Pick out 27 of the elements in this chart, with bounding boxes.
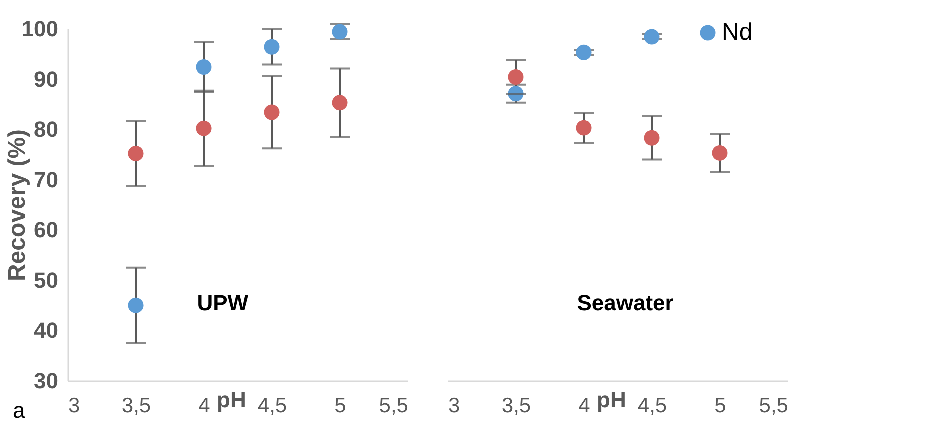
y-tick-label: 40 <box>34 318 58 344</box>
text: a <box>13 398 26 421</box>
annotation: UPW <box>197 290 249 316</box>
x-axis-title: pH <box>217 388 246 412</box>
x-tick-label: 4,5 <box>638 394 668 418</box>
y-tick-label: 60 <box>34 218 58 243</box>
y-tick-label: 90 <box>34 66 58 92</box>
y-axis-title: Recovery (%) <box>4 129 31 282</box>
x-tick-label: 5 <box>334 394 346 418</box>
x-tick-label: 3 <box>68 394 80 418</box>
x-tick-label: 4 <box>578 394 591 418</box>
y-tick-label: 30 <box>34 368 58 394</box>
y-tick-label: 70 <box>34 167 58 192</box>
x-tick-label: 3,5 <box>122 394 152 418</box>
x-tick-label: 5 <box>714 394 726 418</box>
y-tick-label: 80 <box>34 117 58 142</box>
annotation: Seawater <box>577 290 674 316</box>
legend-label: Nd <box>722 19 753 46</box>
x-tick-label: 5,5 <box>379 394 408 418</box>
x-tick-label: 5,5 <box>759 394 788 418</box>
x-tick-label: 3 <box>448 394 460 418</box>
x-axis-title: pH <box>597 388 626 412</box>
x-tick-label: 3,5 <box>502 394 532 418</box>
x-tick-label: 4 <box>198 394 211 418</box>
y-tick-label: 50 <box>34 268 58 293</box>
y-tick-label: 100 <box>22 16 58 42</box>
x-tick-label: 4,5 <box>258 394 288 418</box>
